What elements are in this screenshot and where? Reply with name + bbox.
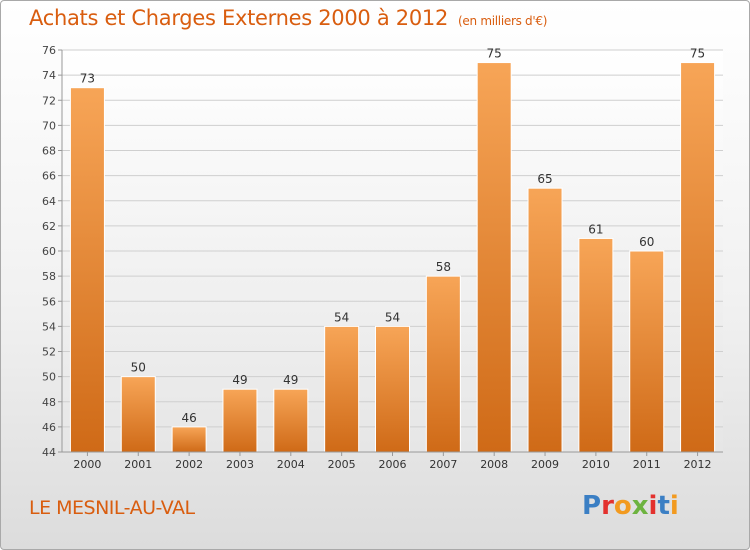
bar-2005 [324, 325, 360, 453]
data-label-2009: 65 [537, 172, 552, 186]
data-label-2012: 75 [690, 47, 705, 61]
logo-letter: i [648, 491, 658, 521]
y-tick-label: 56 [42, 295, 56, 308]
y-tick-label: 62 [42, 220, 56, 233]
x-tick-label-2009: 2009 [531, 458, 559, 471]
data-label-2011: 60 [639, 235, 654, 249]
x-tick-label-2008: 2008 [480, 458, 508, 471]
data-label-2005: 54 [334, 310, 349, 324]
data-label-2001: 50 [131, 361, 146, 375]
data-label-2008: 75 [487, 47, 502, 61]
bar-2010 [578, 237, 614, 453]
x-tick-label-2000: 2000 [73, 458, 101, 471]
y-tick-label: 60 [42, 245, 56, 258]
data-label-2006: 54 [385, 310, 400, 324]
x-tick-label-2003: 2003 [226, 458, 254, 471]
data-label-2004: 49 [283, 373, 298, 387]
chart-unit: (en milliers d'€) [458, 14, 548, 28]
bar-2001 [120, 376, 156, 453]
bar-2000 [69, 87, 105, 453]
data-label-2007: 58 [436, 260, 451, 274]
y-tick-label: 50 [42, 371, 56, 384]
data-label-2002: 46 [181, 411, 196, 425]
logo-letter: o [613, 491, 632, 521]
bar-2006 [375, 325, 410, 453]
x-tick-label-2007: 2007 [429, 458, 457, 471]
y-tick-label: 46 [42, 421, 56, 434]
bar-2009 [527, 187, 563, 453]
x-tick-label-2012: 2012 [684, 458, 712, 471]
y-tick-label: 52 [42, 346, 56, 359]
y-tick-label: 68 [42, 145, 56, 158]
bar-2011 [629, 250, 665, 453]
bar-2004 [273, 388, 309, 453]
x-tick-label-2002: 2002 [175, 458, 203, 471]
x-axis: 2000 2001 2002 2003 2004 2005 2006 2007 2008 2009… [62, 451, 723, 471]
y-tick-label: 72 [42, 94, 56, 107]
bar-2003 [222, 388, 258, 453]
bar-2012 [680, 62, 716, 453]
place-name: LE MESNIL-AU-VAL [29, 497, 195, 519]
bars: 73 50 46 49 49 54 54 58 75 65 61 60 75 [69, 47, 716, 453]
proxiti-logo[interactable]: Proxiti [582, 491, 679, 521]
bar-2007 [425, 275, 461, 453]
x-tick-label-2001: 2001 [124, 458, 152, 471]
y-tick-label: 76 [42, 44, 56, 57]
x-tick-label-2011: 2011 [633, 458, 661, 471]
y-tick-label: 74 [42, 69, 56, 82]
bar-2002 [171, 426, 207, 453]
x-tick-label-2004: 2004 [277, 458, 305, 471]
logo-letter: x [631, 491, 649, 521]
logo-letter: t [657, 491, 670, 521]
y-tick-label: 70 [42, 119, 56, 132]
y-tick-label: 48 [42, 396, 56, 409]
y-tick-label: 58 [42, 270, 56, 283]
data-label-2003: 49 [232, 373, 247, 387]
chart-title: Achats et Charges Externes 2000 à 2012 (e… [29, 6, 547, 30]
y-axis: 44 46 48 50 52 54 56 58 60 62 64 66 68 70 72 74 76 [42, 44, 63, 459]
x-tick-label-2005: 2005 [328, 458, 356, 471]
logo-letter: r [601, 491, 614, 521]
y-tick-label: 44 [42, 446, 56, 459]
x-tick-label-2006: 2006 [379, 458, 407, 471]
data-label-2010: 61 [588, 222, 603, 236]
y-tick-label: 64 [42, 195, 56, 208]
logo-letter: P [582, 491, 602, 521]
x-tick-label-2010: 2010 [582, 458, 610, 471]
y-tick-label: 54 [42, 320, 56, 333]
logo-letter: i [669, 491, 679, 521]
data-label-2000: 73 [80, 72, 95, 86]
chart-title-text: Achats et Charges Externes 2000 à 2012 [29, 6, 449, 30]
y-tick-label: 66 [42, 170, 56, 183]
bar-2008 [476, 62, 512, 453]
